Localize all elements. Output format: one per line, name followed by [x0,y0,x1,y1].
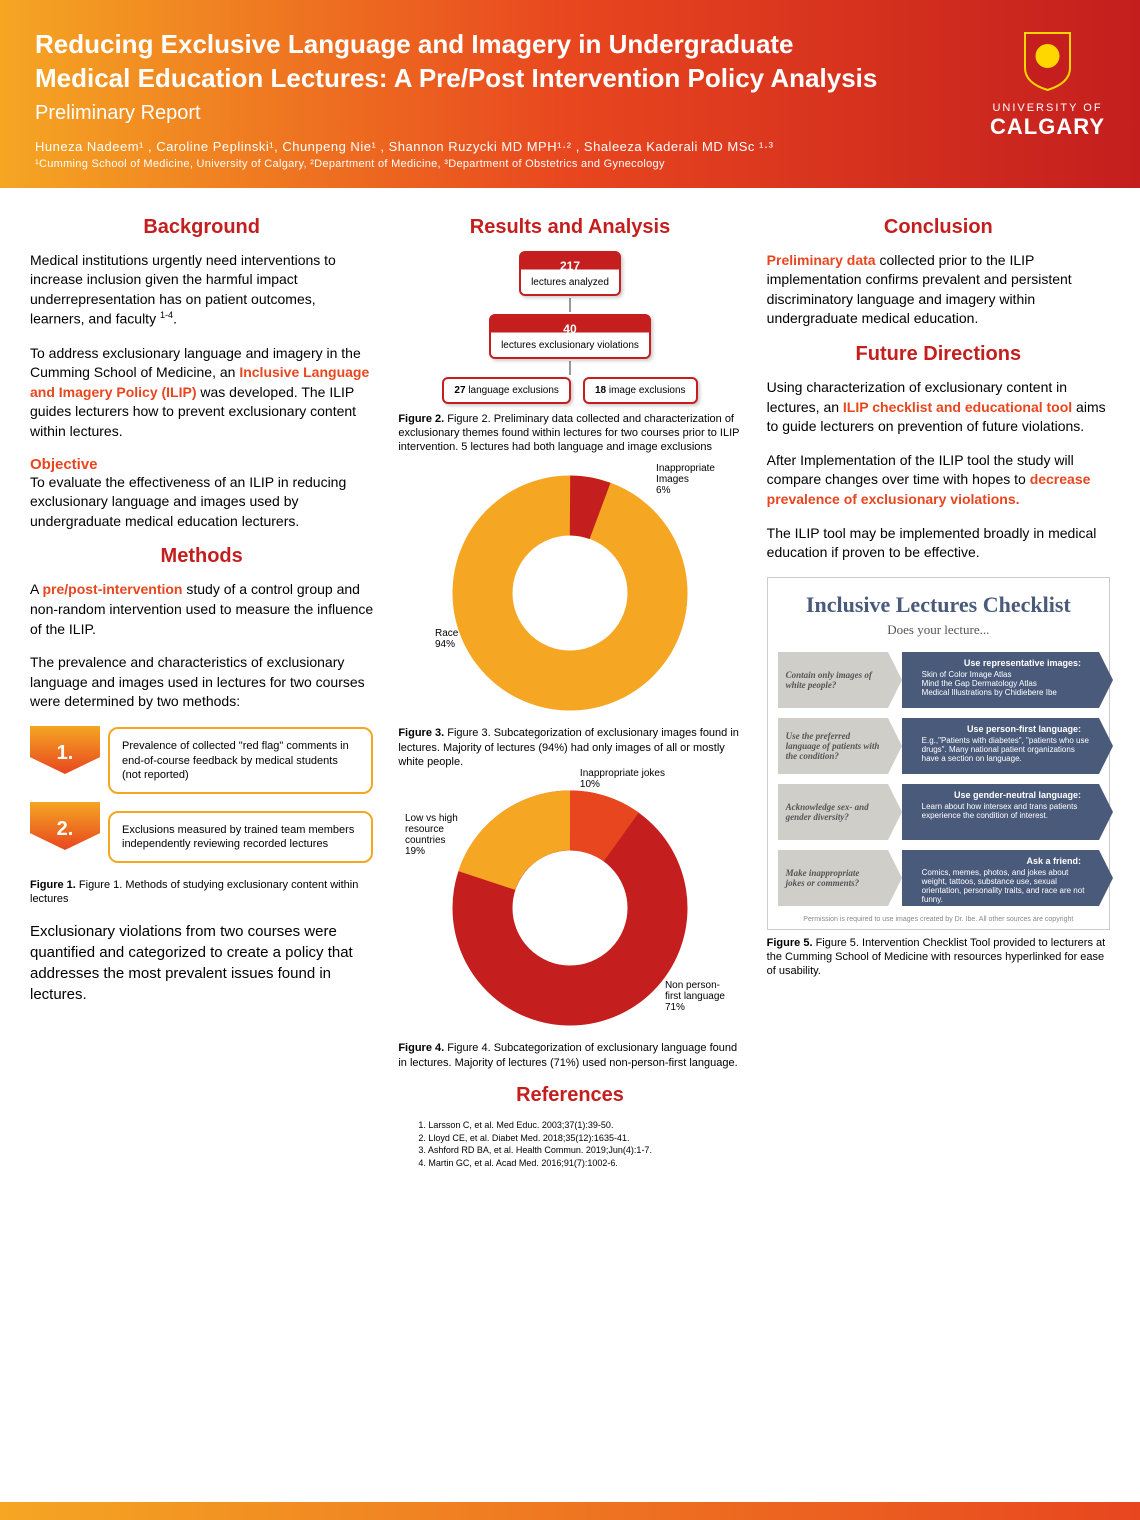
poster-subtitle: Preliminary Report [35,102,1105,125]
footer-bar [0,1502,1140,1520]
donut1-label-race: Race94% [435,628,458,650]
flow-box-4: 18 image exclusions [583,377,698,404]
shield-icon [1020,28,1075,93]
column-right: Conclusion Preliminary data collected pr… [767,208,1110,1170]
column-left: Background Medical institutions urgently… [30,208,373,1170]
flowchart: 217lectures analyzed 40lectures exclusio… [398,251,741,404]
figure-2-caption: Figure 2. Figure 2. Preliminary data col… [398,412,741,455]
logo-uni-text: UNIVERSITY OF [990,102,1105,114]
figure-5-caption: Figure 5. Figure 5. Intervention Checkli… [767,936,1110,979]
checklist-answer: Ask a friend:Comics, memes, photos, and … [902,850,1099,906]
university-logo: UNIVERSITY OF CALGARY [990,28,1105,140]
objective-label: Objective [30,456,373,473]
references-list: 1. Larsson C, et al. Med Educ. 2003;37(1… [398,1119,741,1169]
checklist-question: Contain only images of white people? [778,652,888,708]
checklist-row-1: Use the preferred language of patients w… [778,718,1099,774]
future-directions-title: Future Directions [767,343,1110,366]
background-title: Background [30,216,373,239]
donut1-label-images: InappropriateImages6% [656,463,715,496]
checklist-row-2: Acknowledge sex- and gender diversity?Us… [778,784,1099,840]
poster-header: Reducing Exclusive Language and Imagery … [0,0,1140,188]
checklist-question: Make inappropriate jokes or comments? [778,850,888,906]
method-1-text: Prevalence of collected "red flag" comme… [108,727,373,794]
figure-3-caption: Figure 3. Figure 3. Subcategorization of… [398,726,741,769]
checklist-answer: Use representative images:Skin of Color … [902,652,1099,708]
authors: Huneza Nadeem¹ , Caroline Peplinski¹, Ch… [35,139,1105,154]
checklist-answer: Use person-first language:E.g.,"Patients… [902,718,1099,774]
method-2-number: 2. [30,802,100,850]
checklist-permission: Permission is required to use images cre… [778,916,1099,923]
affiliations: ¹Cumming School of Medicine, University … [35,158,1105,170]
checklist-answer: Use gender-neutral language:Learn about … [902,784,1099,840]
checklist-title: Inclusive Lectures Checklist [778,592,1099,618]
checklist-row-0: Contain only images of white people?Use … [778,652,1099,708]
donut2-label-countries: Low vs highresourcecountries19% [405,813,458,857]
flow-box-3: 27 language exclusions [442,377,571,404]
method-2-row: 2. Exclusions measured by trained team m… [30,802,373,872]
future-p2: After Implementation of the ILIP tool th… [767,451,1110,510]
flow-box-1: 217lectures analyzed [519,251,621,296]
methods-p1: A pre/post-intervention study of a contr… [30,580,373,639]
method-1-row: 1. Prevalence of collected "red flag" co… [30,726,373,796]
objective-text: To evaluate the effectiveness of an ILIP… [30,473,373,532]
background-p1: Medical institutions urgently need inter… [30,251,373,330]
methods-p3: Exclusionary violations from two courses… [30,921,373,1005]
methods-title: Methods [30,545,373,568]
conclusion-title: Conclusion [767,216,1110,239]
figure-1-caption: Figure 1. Figure 1. Methods of studying … [30,878,373,907]
future-p1: Using characterization of exclusionary c… [767,378,1110,437]
poster-content: Background Medical institutions urgently… [0,188,1140,1190]
checklist-row-3: Make inappropriate jokes or comments?Ask… [778,850,1099,906]
logo-calgary-text: CALGARY [990,114,1105,140]
poster-title: Reducing Exclusive Language and Imagery … [35,28,885,96]
method-1-number: 1. [30,726,100,774]
methods-p2: The prevalence and characteristics of ex… [30,653,373,712]
references-title: References [398,1084,741,1107]
figure-4-caption: Figure 4. Figure 4. Subcategorization of… [398,1041,741,1070]
checklist-panel: Inclusive Lectures Checklist Does your l… [767,577,1110,930]
donut-chart-1: Race94% InappropriateImages6% [445,468,695,718]
donut-chart-2: Non person-first language71% Low vs high… [445,783,695,1033]
column-middle: Results and Analysis 217lectures analyze… [398,208,741,1170]
checklist-question: Acknowledge sex- and gender diversity? [778,784,888,840]
checklist-question: Use the preferred language of patients w… [778,718,888,774]
future-p3: The ILIP tool may be implemented broadly… [767,524,1110,563]
conclusion-p1: Preliminary data collected prior to the … [767,251,1110,329]
donut2-label-nonperson: Non person-first language71% [665,980,725,1013]
checklist-subtitle: Does your lecture... [778,622,1099,638]
results-title: Results and Analysis [398,216,741,239]
background-p2: To address exclusionary language and ima… [30,344,373,442]
method-2-text: Exclusions measured by trained team memb… [108,811,373,864]
flow-box-2: 40lectures exclusionary violations [489,314,651,359]
donut2-label-jokes: Inappropriate jokes10% [580,768,665,790]
